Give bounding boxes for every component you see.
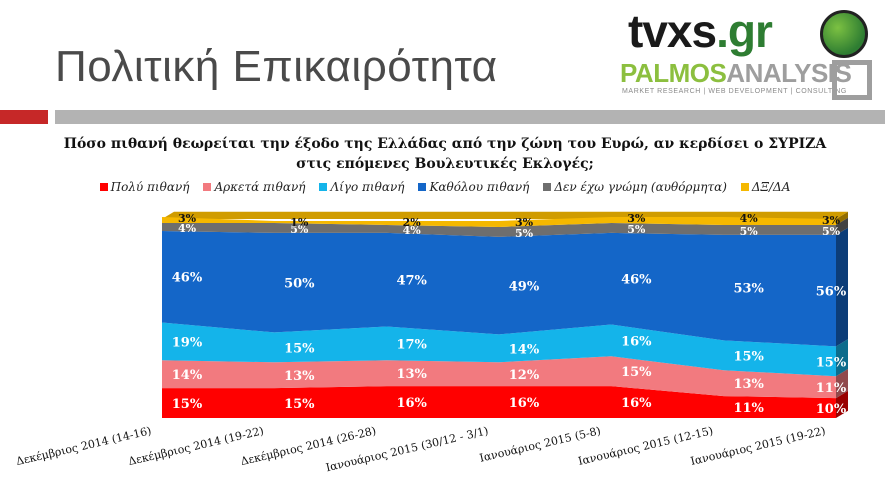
palmos-logo-green: PALMOS — [620, 58, 727, 88]
data-label: 3% — [627, 212, 646, 225]
legend-item: Πολύ πιθανή — [99, 180, 190, 194]
legend-label: Λίγο πιθανή — [330, 180, 405, 194]
data-label: 4% — [403, 224, 422, 237]
series-area — [162, 356, 836, 399]
data-label: 16% — [509, 396, 540, 411]
tvxs-logo: tvxs.gr — [628, 4, 773, 58]
series-depth-face — [836, 227, 848, 347]
data-label: 16% — [621, 396, 652, 411]
palmos-square-icon — [832, 60, 872, 100]
data-label: 13% — [396, 367, 427, 382]
legend-item: Δεν έχω γνώμη (αυθόρμητα) — [543, 180, 727, 194]
series-depth-face — [836, 339, 848, 377]
legend-item: Αρκετά πιθανή — [203, 180, 305, 194]
data-label: 4% — [740, 212, 759, 225]
data-label: 13% — [284, 369, 315, 384]
page-title: Πολιτική Επικαιρότητα — [55, 42, 498, 91]
data-label: 5% — [627, 223, 646, 236]
palmos-logo-gray: ANALYSIS — [726, 58, 852, 88]
data-label: 14% — [509, 342, 540, 357]
legend-swatch — [418, 183, 427, 191]
legend-label: Δεν έχω γνώμη (αυθόρμητα) — [554, 180, 727, 194]
legend-label: Πολύ πιθανή — [110, 180, 190, 194]
legend-item: ΔΞ/ΔΑ — [740, 180, 791, 194]
data-label: 5% — [740, 225, 759, 238]
legend-label: Καθόλου πιθανή — [429, 180, 530, 194]
legend-swatch — [99, 183, 108, 191]
legend-swatch — [543, 183, 552, 191]
data-label: 5% — [290, 223, 309, 236]
series-depth-face — [836, 390, 848, 418]
series-depth-face — [836, 369, 848, 399]
data-label: 3% — [515, 216, 534, 229]
data-label: 50% — [284, 277, 315, 292]
data-label: 2% — [403, 216, 422, 229]
palmos-tagline: MARKET RESEARCH | WEB DEVELOPMENT | CONS… — [622, 88, 847, 95]
series-depth-face — [836, 217, 848, 235]
data-label: 11% — [733, 401, 764, 416]
data-label: 3% — [822, 214, 841, 227]
data-label: 16% — [621, 334, 652, 349]
data-label: 56% — [816, 285, 847, 300]
legend-item: Καθόλου πιθανή — [418, 180, 529, 194]
data-label: 4% — [178, 222, 197, 235]
data-label: 17% — [396, 337, 427, 352]
series-area — [162, 322, 836, 377]
series-area — [162, 222, 836, 237]
series-area — [162, 386, 836, 418]
data-label: 15% — [284, 397, 315, 412]
globe-icon — [820, 10, 868, 58]
legend-swatch — [319, 183, 328, 191]
data-label: 12% — [509, 368, 540, 383]
data-label: 49% — [509, 280, 540, 295]
series-depth-face — [836, 211, 848, 225]
data-label: 53% — [733, 282, 764, 297]
legend-swatch — [740, 183, 749, 191]
data-label: 5% — [515, 227, 534, 240]
legend-label: Αρκετά πιθανή — [214, 180, 306, 194]
data-label: 3% — [178, 212, 197, 225]
data-label: 15% — [284, 341, 315, 356]
data-label: 13% — [733, 377, 764, 392]
data-label: 15% — [621, 365, 652, 380]
legend-swatch — [203, 183, 212, 191]
data-label: 1% — [290, 216, 309, 229]
data-label: 10% — [816, 402, 847, 417]
data-label: 19% — [172, 335, 203, 350]
data-label: 11% — [816, 381, 847, 396]
data-label: 47% — [396, 274, 427, 289]
legend-item: Λίγο πιθανή — [319, 180, 404, 194]
series-area — [162, 230, 836, 347]
title-underline — [55, 110, 885, 124]
legend-label: ΔΞ/ΔΑ — [751, 180, 791, 194]
data-label: 46% — [172, 271, 203, 286]
series-area — [162, 217, 836, 227]
data-label: 15% — [816, 355, 847, 370]
tvxs-logo-domain: .gr — [716, 5, 773, 57]
chart-title: Πόσο πιθανή θεωρείται την έξοδο της Ελλά… — [63, 136, 827, 172]
data-label: 15% — [172, 397, 203, 412]
data-label: 5% — [822, 225, 841, 238]
data-label: 14% — [172, 368, 203, 383]
data-label: 16% — [396, 396, 427, 411]
data-label: 46% — [621, 273, 652, 288]
title-underline-accent — [0, 110, 48, 124]
palmos-logo: PALMOSANALYSIS — [620, 58, 852, 89]
data-label: 15% — [733, 349, 764, 364]
chart-legend: Πολύ πιθανή Αρκετά πιθανή Λίγο πιθανή Καθόλ… — [60, 180, 830, 194]
tvxs-logo-text: tvxs — [628, 5, 717, 57]
